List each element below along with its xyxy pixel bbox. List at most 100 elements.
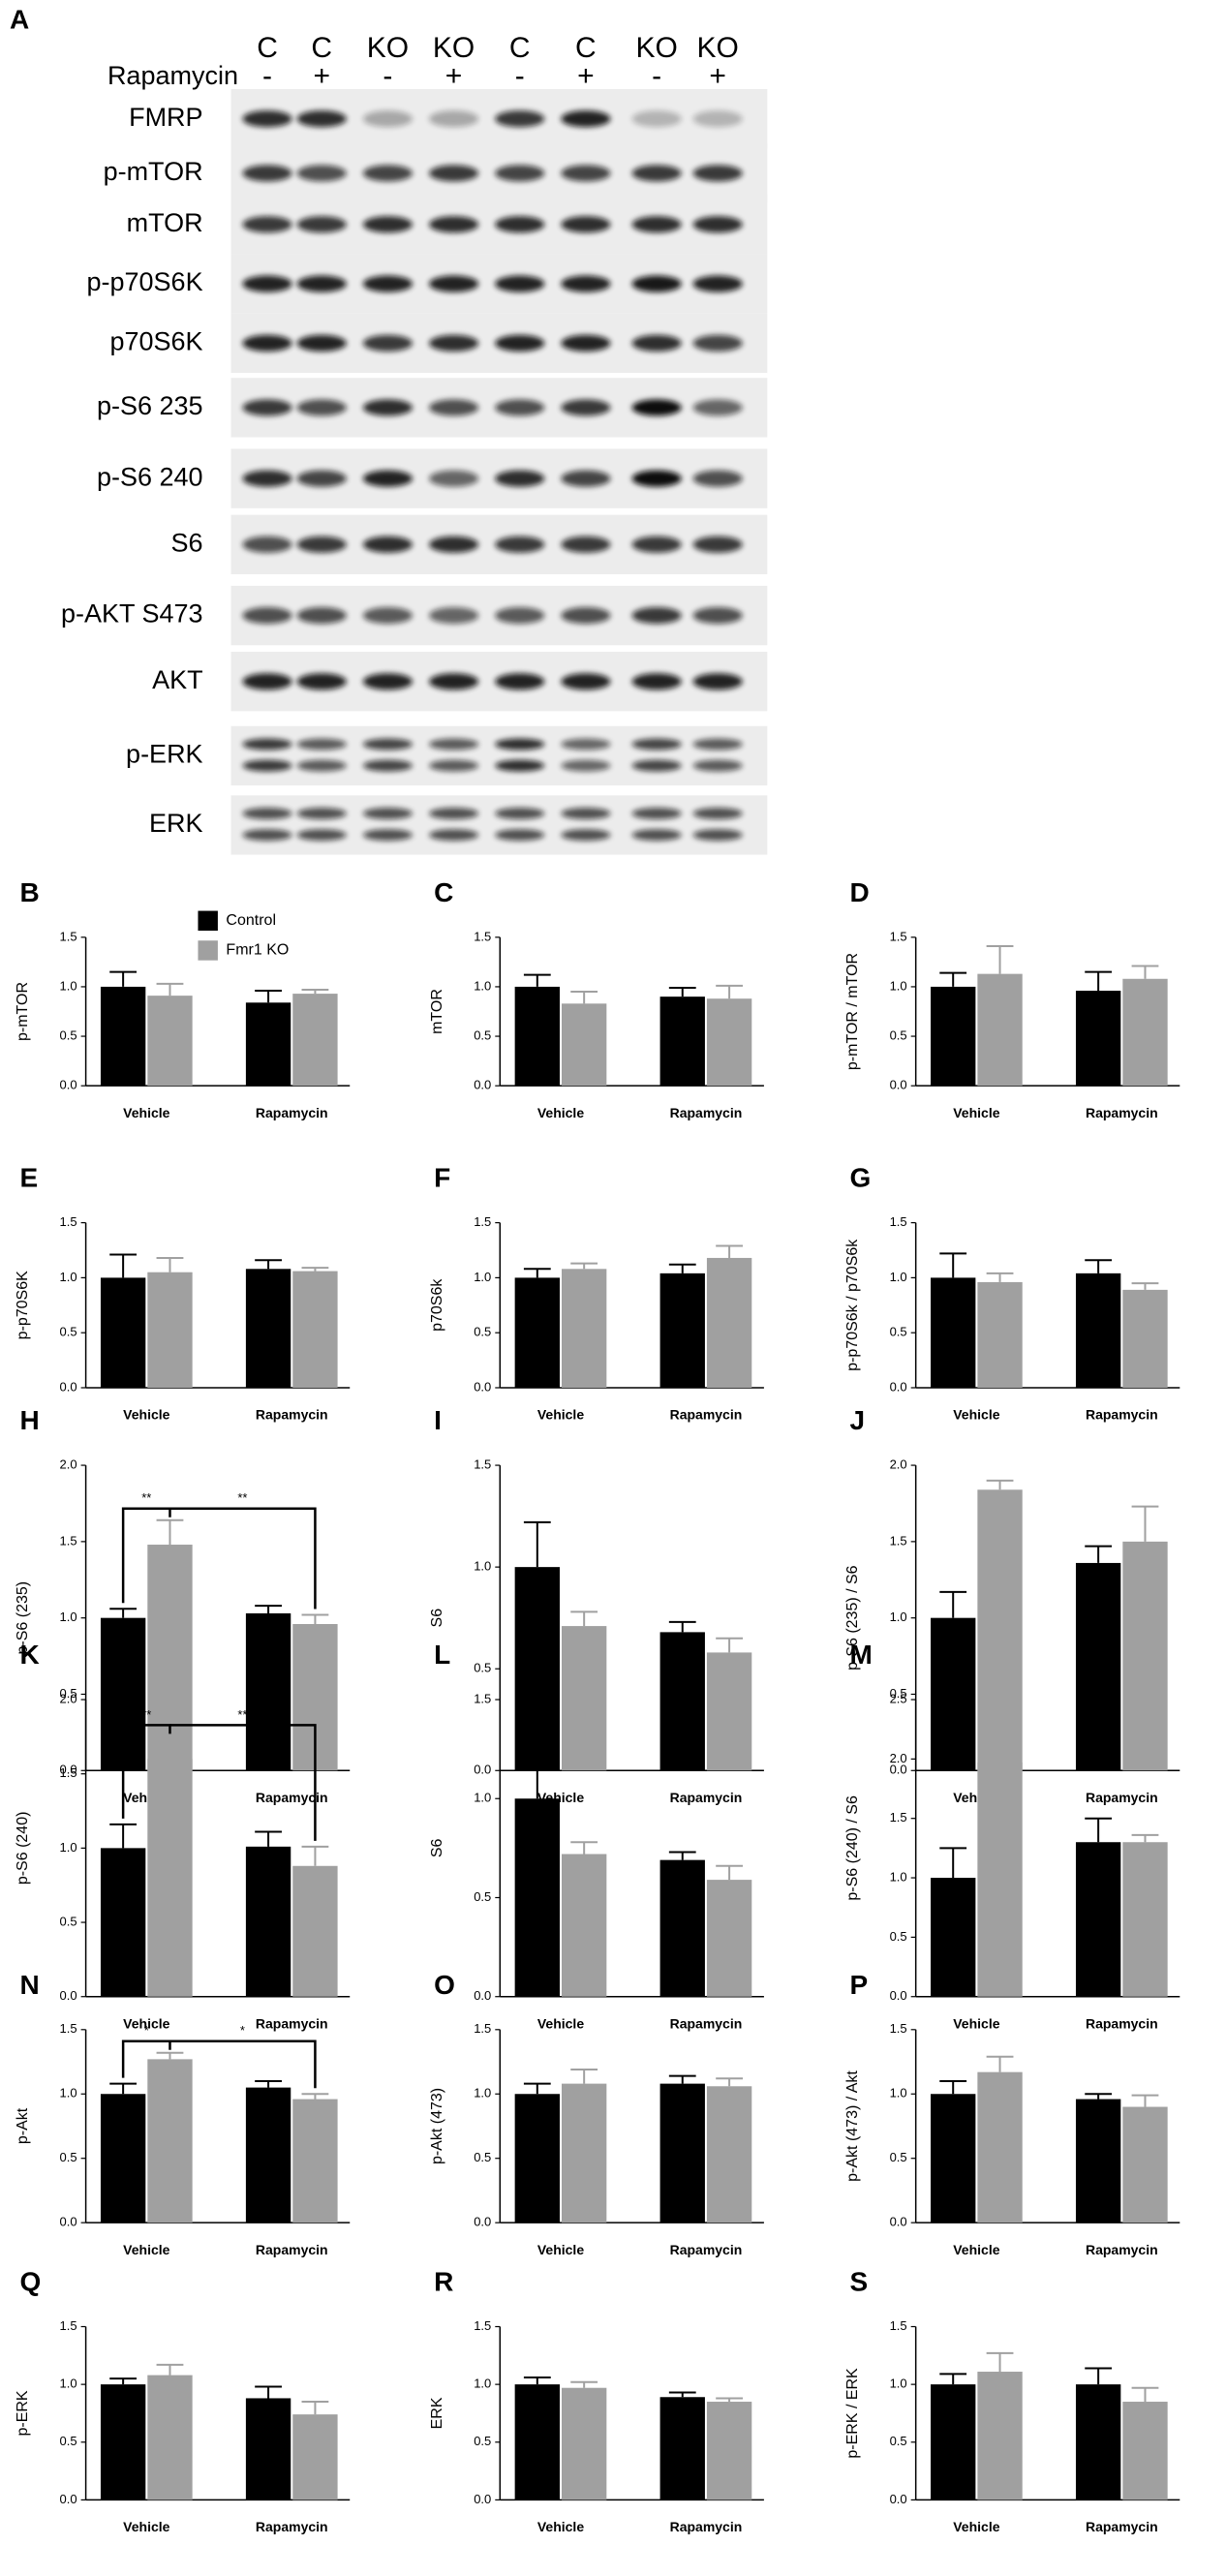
y-tick-label: 1.5: [474, 1691, 491, 1705]
error-bar: [668, 2074, 696, 2084]
bar: [977, 1763, 1023, 1997]
blot-band: [296, 334, 347, 352]
error-bar: [109, 1253, 138, 1278]
treatment-label: Rapamycin: [107, 61, 238, 90]
bar: [1075, 991, 1121, 1087]
blot-band: [561, 536, 611, 553]
y-tick-label: 1.0: [474, 1270, 491, 1284]
blot-band: [242, 334, 292, 352]
panel-label: S: [850, 2267, 869, 2297]
bar: [561, 1854, 607, 1997]
legend-swatch: [198, 910, 218, 932]
blot-band: [429, 673, 479, 690]
y-axis-label: p-p70S6k / p70S6k: [844, 1239, 861, 1371]
blot-band: [362, 470, 413, 487]
error-bar: [570, 1262, 598, 1270]
y-tick-label: 2.0: [60, 1457, 77, 1472]
blot-band: [692, 607, 743, 625]
y-tick-label: 1.0: [890, 1270, 907, 1284]
blot-band: [561, 829, 611, 842]
blot-band: [429, 759, 479, 772]
blot-band: [631, 110, 682, 128]
y-tick-label: 1.5: [60, 1533, 77, 1548]
bar: [977, 2372, 1023, 2500]
blot-band: [495, 607, 545, 625]
error-bar: [1131, 1833, 1159, 1843]
bar: [1122, 1541, 1168, 1771]
x-tick-label: Vehicle: [537, 1105, 584, 1120]
bar: [659, 1632, 705, 1771]
y-tick-label: 1.5: [474, 2021, 491, 2036]
error-bar: [1131, 1505, 1159, 1542]
blot-band: [429, 216, 479, 233]
bar: [147, 1272, 193, 1388]
bar: [1075, 1273, 1121, 1388]
panel-label: R: [434, 2267, 453, 2297]
bar: [1122, 1289, 1168, 1388]
y-tick-label: 0.0: [60, 1763, 77, 1777]
blot-row-label: FMRP: [129, 103, 203, 132]
error-bar: [986, 945, 1014, 974]
error-bar: [255, 2079, 282, 2088]
blot-band: [242, 216, 292, 233]
bar: [561, 1003, 607, 1087]
y-tick-label: 0.5: [474, 2150, 491, 2164]
y-axis-label: p-p70S6K: [15, 1271, 31, 1339]
error-bar: [255, 2385, 282, 2399]
blot-band: [296, 275, 347, 292]
bar: [245, 2087, 291, 2223]
x-tick-label: Vehicle: [953, 1105, 999, 1120]
blot-band: [495, 216, 545, 233]
panel-label: Q: [19, 2267, 41, 2297]
bar: [147, 1759, 193, 1997]
blot-band: [362, 673, 413, 690]
bar: [245, 1002, 291, 1087]
y-tick-label: 1.5: [474, 929, 491, 943]
lane-label: KO: [635, 32, 677, 64]
error-bar: [156, 1735, 184, 1760]
y-tick-label: 0.0: [474, 1078, 491, 1092]
blot-band: [561, 470, 611, 487]
blot-band: [631, 673, 682, 690]
bar: [292, 2414, 338, 2500]
panel-label: J: [850, 1405, 866, 1435]
y-axis-label: p-S6 (235): [15, 1581, 31, 1655]
error-bar: [156, 982, 184, 997]
x-tick-label: Vehicle: [123, 1407, 169, 1423]
x-tick-label: Rapamycin: [670, 2242, 743, 2257]
error-bar: [1085, 1545, 1113, 1563]
error-bar: [668, 1851, 696, 1860]
y-axis-label: S6: [429, 1838, 445, 1857]
y-tick-label: 0.0: [474, 2492, 491, 2506]
blot-band: [692, 470, 743, 487]
error-bar: [716, 984, 744, 999]
bar: [931, 2094, 976, 2223]
blot-band: [242, 536, 292, 553]
error-bar: [109, 970, 138, 987]
bar: [659, 997, 705, 1087]
blot-band: [495, 536, 545, 553]
y-tick-label: 0.5: [60, 1914, 77, 1928]
x-tick-label: Rapamycin: [1086, 1105, 1158, 1120]
bar: [931, 1277, 976, 1388]
y-axis-label: p-S6 (240) / S6: [844, 1795, 861, 1901]
bar: [659, 2397, 705, 2500]
y-axis-label: mTOR: [429, 989, 445, 1034]
y-axis-label: p-ERK: [15, 2390, 31, 2436]
blot-band: [495, 808, 545, 819]
y-tick-label: 1.0: [60, 978, 77, 993]
x-tick-label: Rapamycin: [1086, 2242, 1158, 2257]
significance-label: *: [240, 2023, 245, 2038]
blot-band: [692, 536, 743, 553]
y-axis-label: ERK: [429, 2397, 445, 2429]
blot-band: [362, 216, 413, 233]
y-axis-label: p-ERK / ERK: [844, 2368, 861, 2459]
blot-band: [692, 673, 743, 690]
blot-band: [561, 673, 611, 690]
y-tick-label: 0.5: [890, 1325, 907, 1339]
x-tick-label: Rapamycin: [670, 2519, 743, 2534]
error-bar: [986, 2055, 1014, 2072]
blot-band: [362, 110, 413, 128]
bar: [561, 1626, 607, 1771]
error-bar: [939, 2373, 967, 2385]
